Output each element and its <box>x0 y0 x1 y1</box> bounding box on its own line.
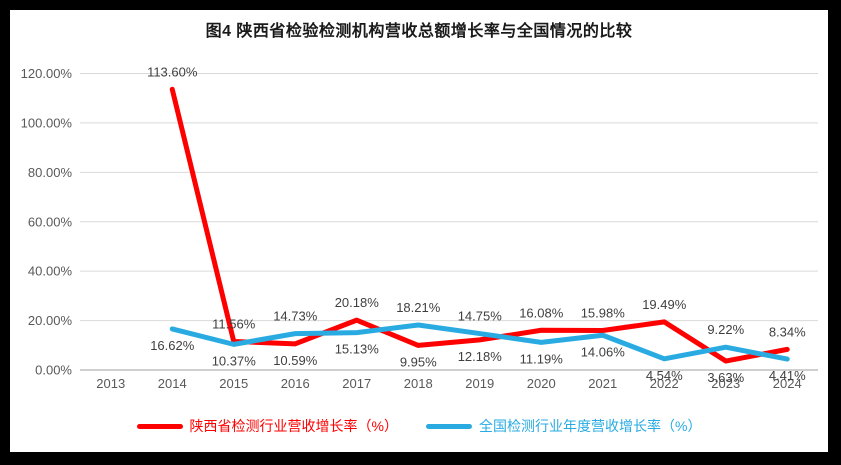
data-label: 11.56% <box>212 316 256 331</box>
line-chart-plot-area: 0.00% 20.00% 40.00% 60.00% 80.00% 100.00% 120.… <box>21 64 818 391</box>
x-axis-tick-label: 2017 <box>342 376 371 391</box>
data-label: 12.18% <box>458 349 503 364</box>
x-axis-tick-label: 2014 <box>158 376 187 391</box>
data-label: 8.34% <box>769 324 806 339</box>
x-axis-tick-label: 2016 <box>281 376 310 391</box>
x-axis-tick-label: 2020 <box>527 376 556 391</box>
data-label: 9.22% <box>707 322 744 337</box>
legend-line-swatch-blue <box>426 423 472 429</box>
y-axis-tick-label: 100.00% <box>21 115 73 130</box>
series-line-national <box>169 322 790 362</box>
x-axis-tick-label: 2024 <box>773 376 802 391</box>
data-label: 16.62% <box>150 338 195 353</box>
chart-legend: 陕西省检测行业营收增长率（%） 全国检测行业年度营收增长率（%） <box>10 416 828 436</box>
y-axis-tick-label: 0.00% <box>35 363 72 378</box>
x-axis-tick-label: 2022 <box>650 376 679 391</box>
y-axis-tick-label: 60.00% <box>28 214 73 229</box>
data-label: 4.41% <box>769 368 806 383</box>
data-label: 11.19% <box>520 351 564 366</box>
x-axis-tick-label: 2018 <box>404 376 433 391</box>
legend-label-national: 全国检测行业年度营收增长率（%） <box>479 418 702 434</box>
legend-line-swatch-red <box>136 423 183 429</box>
y-axis-tick-label: 20.00% <box>28 313 73 328</box>
x-axis-tick-label: 2013 <box>96 376 125 391</box>
x-axis-tick-label: 2019 <box>465 376 494 391</box>
legend-item-shaanxi: 陕西省检测行业营收增长率（%） <box>136 416 398 436</box>
y-axis-tick-label: 120.00% <box>21 66 73 81</box>
data-label: 4.54% <box>646 368 683 383</box>
x-axis-tick-label: 2021 <box>588 376 617 391</box>
chart-canvas: 图4 陕西省检验检测机构营收总额增长率与全国情况的比较 0.00% 20.00% 4… <box>10 10 828 452</box>
data-label: 18.21% <box>396 300 441 315</box>
data-label: 9.95% <box>400 354 437 369</box>
chart-title: 图4 陕西省检验检测机构营收总额增长率与全国情况的比较 <box>205 23 633 40</box>
data-label: 14.06% <box>581 344 626 359</box>
x-axis-tick-label: 2015 <box>219 376 248 391</box>
data-label: 14.73% <box>273 309 318 324</box>
data-label: 10.37% <box>212 353 257 368</box>
data-label: 16.08% <box>519 305 564 320</box>
series-line-shaanxi <box>169 86 790 364</box>
data-label: 10.59% <box>273 353 318 368</box>
data-label: 20.18% <box>335 295 380 310</box>
y-axis-tick-label: 40.00% <box>28 264 73 279</box>
x-axis-tick-label: 2023 <box>711 376 740 391</box>
data-label: 14.75% <box>458 309 503 324</box>
data-label: 3.63% <box>707 370 744 385</box>
data-label: 15.13% <box>335 342 380 357</box>
data-label: 15.98% <box>581 306 626 321</box>
data-label: 19.49% <box>642 297 687 312</box>
legend-item-national: 全国检测行业年度营收增长率（%） <box>426 416 701 436</box>
data-label: 113.60% <box>147 64 198 79</box>
legend-label-shaanxi: 陕西省检测行业营收增长率（%） <box>189 418 398 434</box>
y-axis-tick-label: 80.00% <box>28 165 73 180</box>
